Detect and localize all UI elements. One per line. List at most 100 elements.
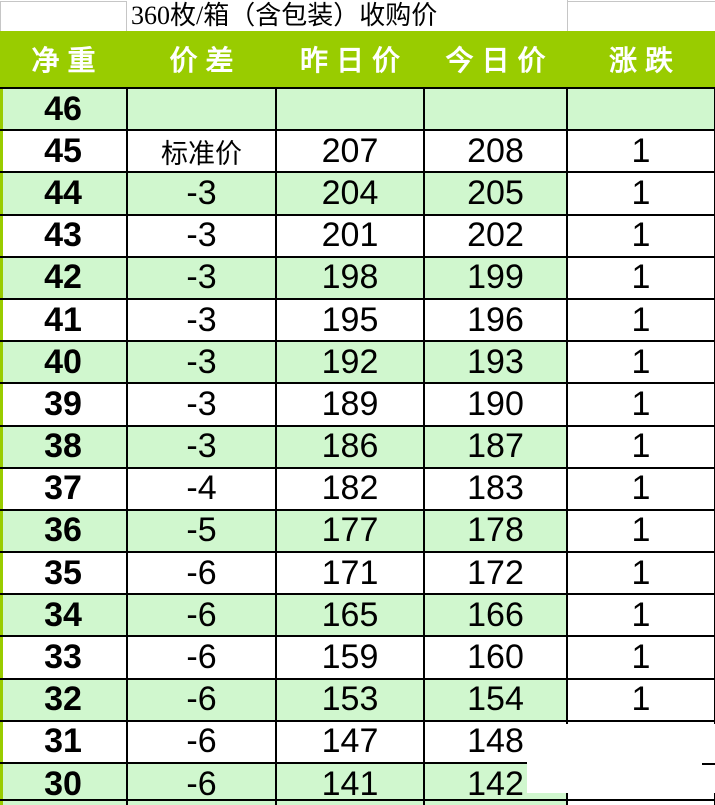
cell-today[interactable]: 196 — [423, 297, 568, 343]
cell-yesterday[interactable]: 147 — [275, 719, 425, 765]
cell-change[interactable]: 1 — [566, 677, 715, 722]
table-row: 32 -6 153 154 1 — [0, 677, 715, 722]
cell-diff[interactable]: -6 — [126, 677, 277, 722]
cell-net_weight[interactable]: 40 — [0, 340, 128, 385]
cell-diff[interactable]: -3 — [126, 424, 277, 469]
cell-yesterday[interactable]: 159 — [275, 635, 425, 680]
cell-yesterday[interactable]: 207 — [275, 129, 425, 174]
cell-change[interactable]: 1 — [566, 171, 715, 216]
cell-diff[interactable]: -6 — [126, 551, 277, 596]
table-body: 46 45 标准价 207 208 1 44 -3 204 205 1 43 -3 201 202 1 42 -3… — [0, 86, 715, 805]
cell-yesterday[interactable]: 171 — [275, 551, 425, 596]
cell-net_weight[interactable]: 33 — [0, 635, 128, 680]
cell-net_weight[interactable]: 46 — [0, 86, 128, 132]
table-row: 40 -3 192 193 1 — [0, 340, 715, 385]
cell-yesterday[interactable]: 192 — [275, 340, 425, 385]
cell-net_weight[interactable]: 43 — [0, 213, 128, 258]
cell-yesterday[interactable]: 204 — [275, 171, 425, 216]
cell-diff[interactable]: -3 — [126, 340, 277, 385]
cell-diff[interactable]: -3 — [126, 255, 277, 300]
cell-change[interactable]: 1 — [566, 340, 715, 385]
cell-diff[interactable]: -6 — [126, 635, 277, 680]
cell-yesterday[interactable]: 177 — [275, 508, 425, 554]
cell-change[interactable]: 1 — [566, 297, 715, 343]
cell-diff[interactable] — [126, 86, 277, 132]
header-diff[interactable]: 价差 — [169, 46, 242, 77]
cell-diff[interactable]: -3 — [126, 297, 277, 343]
cell-change[interactable]: 1 — [566, 213, 715, 258]
gridline-horizontal — [568, 1, 715, 2]
table-row: 36 -5 177 178 1 — [0, 508, 715, 554]
cell-yesterday[interactable]: 165 — [275, 593, 425, 638]
cell-today[interactable]: 190 — [423, 382, 568, 427]
table-row: 39 -3 189 190 1 — [0, 382, 715, 427]
cell-net_weight[interactable]: 34 — [0, 593, 128, 638]
table-row: 34 -6 165 166 1 — [0, 593, 715, 638]
cell-today[interactable]: 183 — [423, 466, 568, 511]
cell-change[interactable]: 1 — [566, 255, 715, 300]
cell-change[interactable] — [566, 86, 715, 132]
cell-yesterday[interactable]: 153 — [275, 677, 425, 722]
cell-net_weight[interactable]: 39 — [0, 382, 128, 427]
table-row: 46 — [0, 86, 715, 132]
cell-change[interactable]: 1 — [566, 551, 715, 596]
table-row: 33 -6 159 160 1 — [0, 635, 715, 680]
cell-diff[interactable]: -5 — [126, 508, 277, 554]
cell-net_weight[interactable]: 42 — [0, 255, 128, 300]
header-yesterday-price[interactable]: 昨日价 — [299, 46, 408, 77]
cell-today[interactable]: 208 — [423, 129, 568, 174]
header-net-weight[interactable]: 净重 — [31, 46, 104, 77]
cell-net_weight[interactable]: 41 — [0, 297, 128, 343]
cell-net_weight[interactable]: 35 — [0, 551, 128, 596]
cell-diff[interactable]: -6 — [126, 719, 277, 765]
cell-yesterday[interactable]: 198 — [275, 255, 425, 300]
table-row: 38 -3 186 187 1 — [0, 424, 715, 469]
cell-diff[interactable]: -6 — [126, 593, 277, 638]
cell-change[interactable]: 1 — [566, 466, 715, 511]
cell-today[interactable]: 154 — [423, 677, 568, 722]
cell-today[interactable]: 187 — [423, 424, 568, 469]
cell-net_weight[interactable]: 37 — [0, 466, 128, 511]
cell-yesterday[interactable]: 189 — [275, 382, 425, 427]
cell-yesterday[interactable]: 195 — [275, 297, 425, 343]
border-tick — [702, 763, 715, 765]
cell-diff[interactable]: -3 — [126, 382, 277, 427]
cell-today[interactable]: 172 — [423, 551, 568, 596]
cell-diff[interactable]: -3 — [126, 171, 277, 216]
cell-today[interactable]: 199 — [423, 255, 568, 300]
cell-today[interactable]: 205 — [423, 171, 568, 216]
cell-change[interactable]: 1 — [566, 424, 715, 469]
cell-yesterday[interactable]: 182 — [275, 466, 425, 511]
cell-today[interactable] — [423, 86, 568, 132]
cell-yesterday[interactable]: 201 — [275, 213, 425, 258]
cell-yesterday[interactable]: 141 — [275, 761, 425, 805]
cell-change[interactable]: 1 — [566, 508, 715, 554]
cell-diff[interactable]: 标准价 — [126, 129, 277, 174]
table-row: 37 -4 182 183 1 — [0, 466, 715, 511]
cell-net_weight[interactable]: 45 — [0, 129, 128, 174]
cell-today[interactable]: 193 — [423, 340, 568, 385]
cell-net_weight[interactable]: 30 — [0, 761, 128, 805]
cell-net_weight[interactable]: 36 — [0, 508, 128, 554]
cell-yesterday[interactable]: 186 — [275, 424, 425, 469]
cell-today[interactable]: 202 — [423, 213, 568, 258]
cell-yesterday[interactable] — [275, 86, 425, 132]
cell-change[interactable]: 1 — [566, 635, 715, 680]
cell-net_weight[interactable]: 44 — [0, 171, 128, 216]
white-patch-overlay — [527, 724, 715, 793]
cell-diff[interactable]: -4 — [126, 466, 277, 511]
cell-today[interactable]: 178 — [423, 508, 568, 554]
cell-change[interactable]: 1 — [566, 382, 715, 427]
header-change[interactable]: 涨跌 — [608, 46, 681, 77]
cell-today[interactable]: 166 — [423, 593, 568, 638]
header-today-price[interactable]: 今日价 — [445, 46, 554, 77]
cell-net_weight[interactable]: 38 — [0, 424, 128, 469]
cell-diff[interactable]: -6 — [126, 761, 277, 805]
cell-diff[interactable]: -3 — [126, 213, 277, 258]
cell-change[interactable]: 1 — [566, 129, 715, 174]
cell-today[interactable]: 160 — [423, 635, 568, 680]
cell-net_weight[interactable]: 31 — [0, 719, 128, 765]
cell-change[interactable]: 1 — [566, 593, 715, 638]
header-row: 净重 价差 昨日价 今日价 涨跌 — [0, 31, 715, 87]
cell-net_weight[interactable]: 32 — [0, 677, 128, 722]
